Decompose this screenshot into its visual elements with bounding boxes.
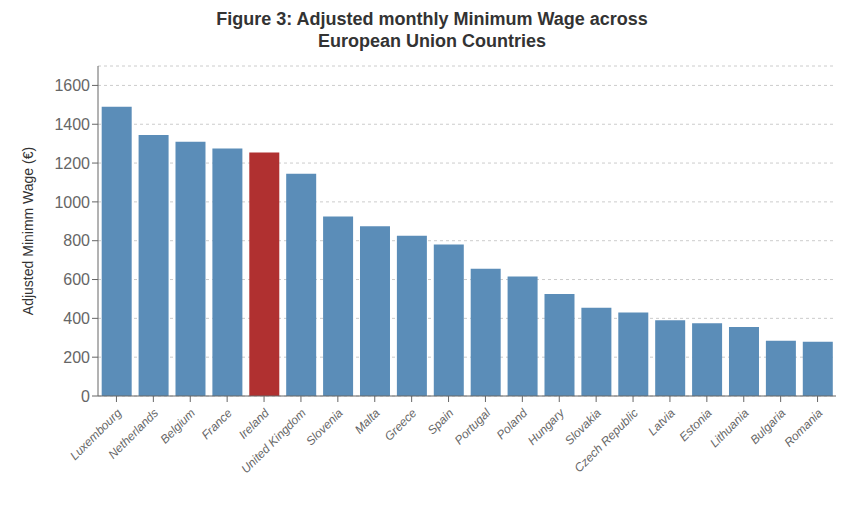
svg-text:0: 0 (81, 388, 90, 405)
svg-text:Slovakia: Slovakia (562, 405, 604, 448)
svg-text:Portugal: Portugal (452, 406, 494, 448)
svg-text:800: 800 (63, 232, 90, 249)
svg-text:1000: 1000 (54, 194, 90, 211)
svg-text:Hungary: Hungary (525, 405, 568, 448)
svg-text:France: France (199, 406, 236, 443)
svg-text:Malta: Malta (352, 406, 383, 437)
svg-text:600: 600 (63, 271, 90, 288)
svg-text:1200: 1200 (54, 155, 90, 172)
svg-text:Adjusted Minimm Wage (€): Adjusted Minimm Wage (€) (20, 147, 36, 315)
svg-text:Netherlands: Netherlands (105, 406, 161, 462)
svg-text:Spain: Spain (425, 406, 457, 438)
svg-text:200: 200 (63, 349, 90, 366)
svg-text:Estonia: Estonia (676, 405, 715, 445)
svg-text:Luxembourg: Luxembourg (67, 405, 125, 463)
svg-text:1600: 1600 (54, 77, 90, 94)
svg-text:Latvia: Latvia (645, 406, 678, 439)
svg-text:United Kingdom: United Kingdom (238, 406, 308, 476)
svg-text:Bulgaria: Bulgaria (747, 405, 789, 447)
svg-text:Slovenia: Slovenia (303, 406, 346, 449)
svg-text:Ireland: Ireland (236, 406, 272, 442)
svg-text:Greece: Greece (382, 406, 420, 444)
svg-text:Lithuania: Lithuania (707, 406, 752, 451)
svg-text:Czech Republic: Czech Republic (571, 406, 640, 475)
svg-text:400: 400 (63, 310, 90, 327)
html-text:Figure 3: Adjusted monthly Min: Figure 3: Adjusted monthly Minimum Wage … (216, 9, 648, 29)
svg-text:Romania: Romania (781, 406, 825, 450)
svg-text:1400: 1400 (54, 116, 90, 133)
svg-text:Poland: Poland (494, 406, 531, 443)
html-text:European Union Countries: European Union Countries (318, 31, 546, 51)
svg-text:Belgium: Belgium (157, 406, 198, 447)
